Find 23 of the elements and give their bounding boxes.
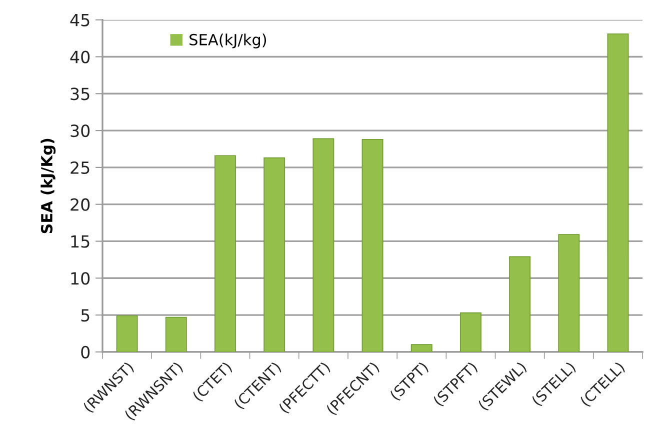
y-tick-label: 10 xyxy=(71,272,90,285)
bar xyxy=(558,234,580,352)
bar xyxy=(509,256,531,352)
bar xyxy=(116,315,138,352)
legend-label: SEA(kJ/kg) xyxy=(190,34,266,48)
bar xyxy=(312,138,334,352)
y-tick-label: 0 xyxy=(81,346,90,358)
bar xyxy=(607,33,629,352)
y-axis-title: SEA (kJ/Kg) xyxy=(40,138,56,234)
bar xyxy=(362,138,384,352)
bar xyxy=(460,312,482,352)
y-tick-label: 35 xyxy=(70,88,90,100)
y-tick-label: 45 xyxy=(70,14,90,26)
bar xyxy=(410,344,432,352)
y-tick-label: 40 xyxy=(70,50,90,64)
y-tick-label: 30 xyxy=(70,124,90,138)
bar xyxy=(214,155,236,352)
y-tick-label: 15 xyxy=(71,235,90,248)
y-tick-label: 5 xyxy=(81,309,90,322)
y-tick-label: 25 xyxy=(70,161,90,174)
bar xyxy=(165,316,187,352)
bar xyxy=(264,157,286,352)
y-tick-label: 20 xyxy=(70,198,90,211)
